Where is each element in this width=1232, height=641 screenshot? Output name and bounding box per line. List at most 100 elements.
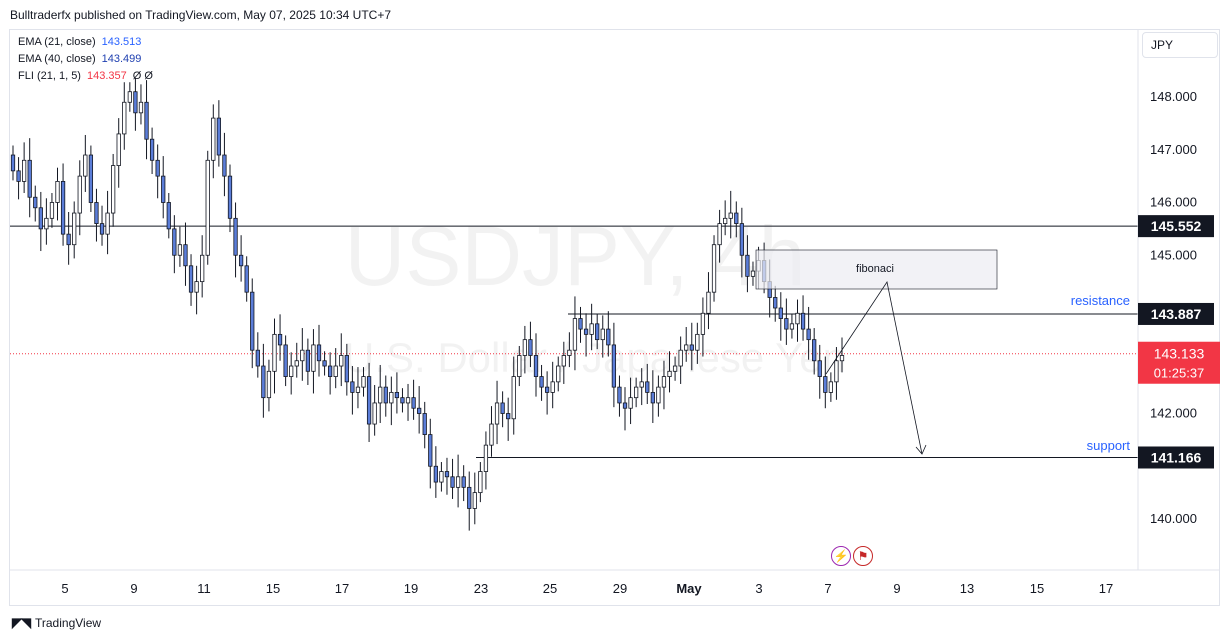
candle <box>172 215 177 274</box>
candle-body <box>778 307 783 319</box>
candle <box>127 82 132 112</box>
candle <box>472 472 477 525</box>
candle <box>817 344 822 399</box>
candle <box>700 297 706 357</box>
legend-ema-40[interactable]: EMA (40, close) 143.499 <box>18 53 141 65</box>
candle-body <box>717 223 722 246</box>
candle-body <box>834 360 839 383</box>
candle-body <box>16 170 21 182</box>
candle-body <box>494 402 500 425</box>
candle-body <box>366 376 372 425</box>
candle <box>355 367 361 409</box>
candle <box>339 333 344 387</box>
candle-body <box>405 397 411 404</box>
candle <box>216 100 221 167</box>
price-axis: 148.000 147.000 146.000 145.000 142.000 140.0… <box>10 30 1220 571</box>
candle-body <box>639 381 644 388</box>
candle-body <box>161 175 166 203</box>
candle <box>105 190 110 255</box>
candle <box>389 376 394 426</box>
candle-body <box>428 434 433 467</box>
level-price-label: 143.887 <box>1151 306 1202 322</box>
candle <box>16 157 21 200</box>
candle <box>828 372 833 402</box>
candle <box>88 145 94 212</box>
candle-body <box>611 344 617 388</box>
candle <box>417 386 422 434</box>
candle <box>161 156 166 219</box>
drawings-layer: fibonaci resistance support <box>755 249 1130 455</box>
us-flag-icon[interactable]: ⚑ <box>853 546 873 566</box>
candle <box>211 104 216 179</box>
candle-body <box>517 355 522 377</box>
candle-body <box>177 244 183 256</box>
y-tick-label: 148.000 <box>1150 89 1197 104</box>
candle-body <box>94 202 99 225</box>
footer-brand: TradingView <box>35 616 102 630</box>
candle <box>428 418 433 489</box>
candle-body <box>617 386 622 404</box>
x-tick-label: 11 <box>197 581 211 596</box>
level-price-tag <box>1138 215 1214 238</box>
candle <box>366 362 372 442</box>
y-tick-label: 140.000 <box>1150 511 1197 526</box>
candle <box>572 296 578 371</box>
candle <box>10 145 16 181</box>
candle-body <box>684 344 689 351</box>
candle <box>22 142 27 194</box>
candle-body <box>49 202 55 219</box>
x-tick-label: 9 <box>893 581 900 596</box>
legend-ema-21[interactable]: EMA (21, close) 143.513 <box>18 36 141 48</box>
candle-body <box>255 349 260 367</box>
x-tick-label: 25 <box>543 581 557 596</box>
candle-body <box>522 339 527 356</box>
y-tick-label: 145.000 <box>1150 247 1197 262</box>
candle <box>305 338 311 386</box>
candle <box>122 82 127 150</box>
publish-header: Bulltraderfx published on TradingView.co… <box>10 8 391 22</box>
lightning-icon[interactable]: ⚡ <box>831 546 851 566</box>
candle <box>111 153 116 227</box>
candle-body <box>539 376 544 388</box>
footer-logo[interactable]: ◤◥ TradingView <box>12 615 101 631</box>
resistance-label: resistance <box>1071 293 1130 308</box>
candle-body <box>83 154 88 177</box>
candle <box>550 361 555 409</box>
candle <box>650 370 655 423</box>
candle <box>522 325 527 374</box>
candle <box>60 163 66 246</box>
candle-body <box>99 223 105 235</box>
candle-body <box>572 318 578 351</box>
candle <box>723 200 728 236</box>
x-tick-label: 3 <box>755 581 762 596</box>
candle-body <box>806 328 811 341</box>
candle-body <box>227 175 233 219</box>
candle <box>561 341 566 384</box>
candle-body <box>344 355 349 383</box>
candle <box>66 211 71 265</box>
candle <box>606 311 611 357</box>
candle <box>316 324 322 377</box>
candle-body <box>745 254 750 277</box>
candle <box>639 368 644 406</box>
candle-body <box>266 370 272 399</box>
level-price-tag <box>1138 302 1214 325</box>
candle-body <box>194 281 199 293</box>
candle-body <box>188 265 194 293</box>
event-icons[interactable]: ⚡ ⚑ <box>831 546 873 566</box>
candle-body <box>823 376 828 393</box>
candle <box>461 465 466 502</box>
candle-body <box>622 402 628 409</box>
candle <box>350 366 355 415</box>
candle <box>400 388 405 413</box>
candle-body <box>244 265 249 293</box>
candle <box>222 132 227 197</box>
currency-selector[interactable]: JPY <box>1142 32 1218 58</box>
candle <box>155 144 160 199</box>
candle <box>455 454 461 508</box>
legend-fli[interactable]: FLI (21, 1, 5) 143.357 Ø Ø <box>18 70 153 82</box>
candle <box>528 321 533 368</box>
projection-arrowhead <box>915 444 927 455</box>
candle <box>444 457 450 495</box>
